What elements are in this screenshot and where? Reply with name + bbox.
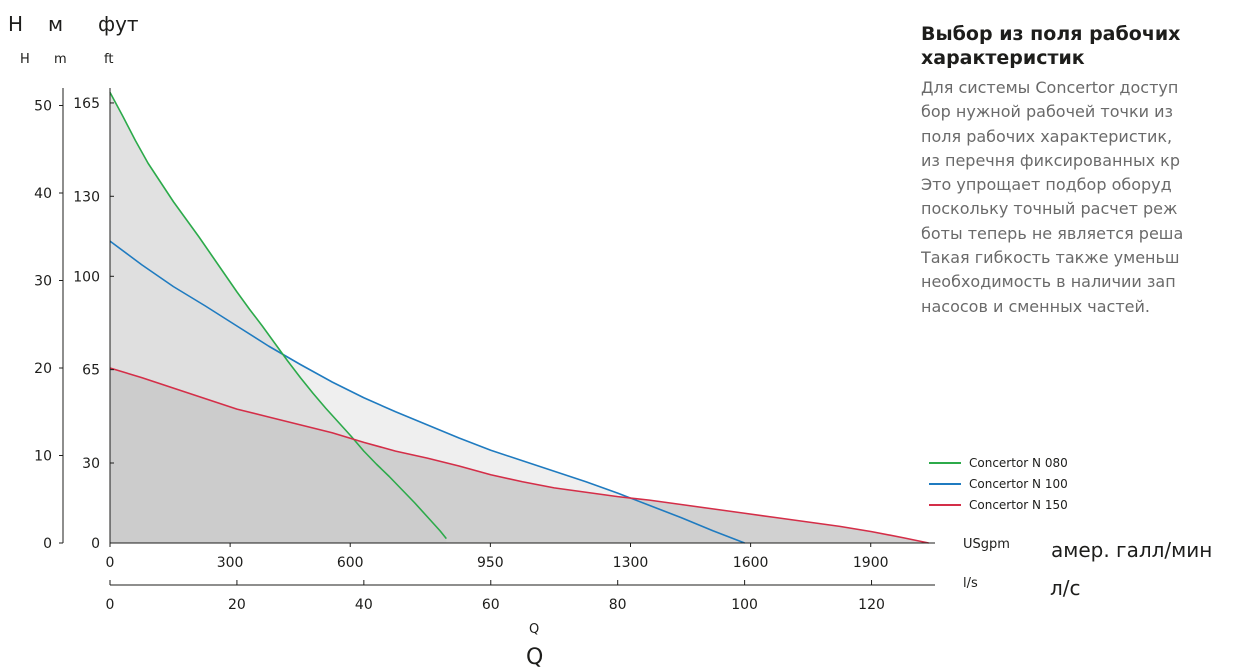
y-axis-head: Н м фут H m ft <box>8 12 139 543</box>
y-tick-label-ft: 0 <box>91 536 100 552</box>
x-tick-label-usgpm: 950 <box>477 555 504 571</box>
side-panel: Выбор из поля рабочих характеристик Для … <box>921 22 1249 319</box>
legend-label: Concertor N 150 <box>969 498 1068 512</box>
x-tick-label-ls: 20 <box>228 597 246 613</box>
x-tick-label-ls: 0 <box>106 597 115 613</box>
performance-curve <box>109 367 929 544</box>
x-tick-label-usgpm: 1600 <box>733 555 769 571</box>
y-tick-label-ft: 100 <box>73 269 100 285</box>
y-axis-m-title: m <box>54 52 67 67</box>
side-panel-body: Для системы Concertor доступ бор нужной … <box>921 76 1249 319</box>
legend-label: Concertor N 080 <box>969 456 1068 470</box>
y-axis-ft-title: ft <box>104 52 113 67</box>
y-axis-h-title-ru: Н <box>8 12 23 36</box>
y-tick-label-h: 20 <box>34 361 52 377</box>
y-axis-h-title: H <box>20 52 30 67</box>
x-axis-usgpm: USgpm амер. галл/мин <box>110 537 1212 562</box>
y-tick-label-h: 30 <box>34 274 52 290</box>
x-axis-q-large: Q <box>526 645 543 669</box>
x-axis-ls-unit: l/s <box>963 576 978 591</box>
x-tick-label-usgpm: 300 <box>217 555 244 571</box>
x-tick-label-ls: 40 <box>355 597 373 613</box>
y-axis-ft-title-ru: фут <box>98 12 139 36</box>
x-tick-label-usgpm: 1300 <box>613 555 649 571</box>
side-panel-line: поля рабочих характеристик, <box>921 126 1173 146</box>
performance-curve <box>109 91 447 540</box>
x-tick-label-ls: 120 <box>858 597 885 613</box>
side-panel-title-line: Выбор из поля рабочих <box>921 23 1181 45</box>
y-tick-label-ft: 165 <box>73 96 100 112</box>
y-axis-ticks: 0 10 20 30 40 50 0 30 65 100 130 165 <box>34 96 114 552</box>
x-tick-label-usgpm: 600 <box>337 555 364 571</box>
side-panel-line: Такая гибкость также уменьш <box>921 248 1180 268</box>
x-axis-q-small: Q <box>529 622 539 637</box>
side-panel-line: Это упрощает подбор оборуд <box>921 175 1172 195</box>
side-panel-title-line: характеристик <box>921 47 1085 69</box>
x-axis-ls: l/s л/с <box>110 576 1081 600</box>
operating-field-area <box>110 368 929 543</box>
side-panel-line: необходимость в наличии зап <box>921 272 1176 292</box>
x-axis-usgpm-unit-ru: амер. галл/мин <box>1051 538 1212 562</box>
legend: Concertor N 080 Concertor N 100 Concertor … <box>929 456 1068 512</box>
side-panel-line: Для системы Concertor доступ <box>921 78 1179 97</box>
y-tick-label-h: 0 <box>43 536 52 552</box>
y-tick-label-h: 50 <box>34 99 52 115</box>
x-axis-ls-unit-ru: л/с <box>1050 576 1081 600</box>
legend-label: Concertor N 100 <box>969 477 1068 491</box>
side-panel-line: бор нужной рабочей точки из <box>921 102 1173 122</box>
side-panel-title: Выбор из поля рабочих характеристик <box>921 22 1249 70</box>
side-panel-line: боты теперь не является реша <box>921 223 1184 243</box>
y-tick-label-ft: 65 <box>82 363 100 379</box>
x-tick-label-ls: 100 <box>731 597 758 613</box>
x-tick-label-usgpm: 0 <box>106 555 115 571</box>
y-tick-label-h: 10 <box>34 449 52 465</box>
side-panel-line: из перечня фиксированных кр <box>921 150 1180 170</box>
y-tick-label-ft: 130 <box>73 189 100 205</box>
y-tick-label-ft: 30 <box>82 456 100 472</box>
operating-field-fills <box>110 92 929 543</box>
x-tick-label-ls: 60 <box>482 597 500 613</box>
y-axis-m-title-ru: м <box>48 12 63 36</box>
y-tick-label-h: 40 <box>34 186 52 202</box>
side-panel-line: поскольку точный расчет реж <box>921 199 1178 219</box>
x-axis-usgpm-unit: USgpm <box>963 537 1010 552</box>
x-axis-ticks: 0 300 600 950 1300 1600 1900 0 20 40 60 80 100 120 <box>106 543 889 613</box>
performance-curves <box>109 91 929 544</box>
x-tick-label-ls: 80 <box>609 597 627 613</box>
side-panel-line: насосов и сменных частей. <box>921 296 1150 316</box>
x-tick-label-usgpm: 1900 <box>853 555 889 571</box>
performance-curve <box>109 240 745 544</box>
